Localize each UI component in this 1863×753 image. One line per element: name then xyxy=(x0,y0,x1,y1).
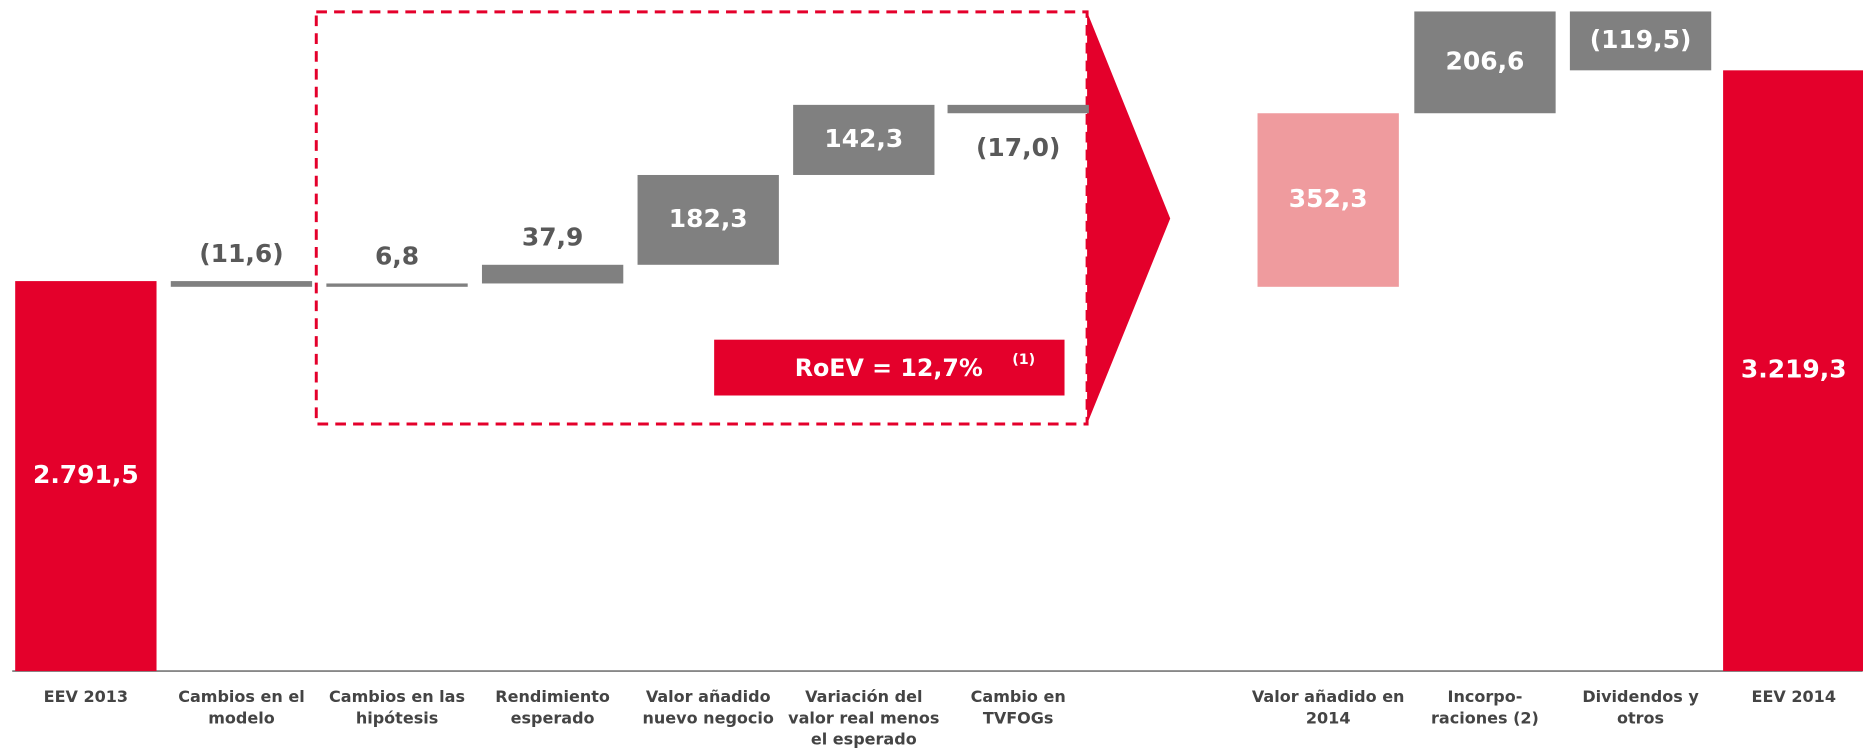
x-tick-label: valor real menos xyxy=(788,708,939,727)
x-tick-label: Valor añadido en xyxy=(1252,687,1405,706)
x-tick-label: Dividendos y xyxy=(1582,687,1699,706)
x-tick-label: Valor añadido xyxy=(646,687,771,706)
value-label: (119,5) xyxy=(1590,25,1692,54)
x-tick-label: EEV 2013 xyxy=(44,687,128,706)
annotation-note: (1) xyxy=(1012,352,1035,368)
x-tick-label: el esperado xyxy=(811,730,917,749)
x-tick-label: Rendimiento xyxy=(495,687,610,706)
value-label: 182,3 xyxy=(669,204,748,233)
bar xyxy=(1723,70,1863,672)
value-label: 352,3 xyxy=(1289,184,1368,213)
x-tick-label: esperado xyxy=(511,708,595,727)
value-label: 37,9 xyxy=(522,223,584,252)
value-label: (17,0) xyxy=(976,133,1060,162)
bar xyxy=(793,104,935,175)
x-tick-label: nuevo negocio xyxy=(643,708,774,727)
x-tick-label: raciones (2) xyxy=(1431,708,1539,727)
bar xyxy=(326,283,468,287)
bar xyxy=(947,104,1089,114)
x-tick-label: modelo xyxy=(208,708,275,727)
x-tick-label: Incorpo- xyxy=(1448,687,1523,706)
x-tick-label: Cambio en xyxy=(971,687,1066,706)
bar xyxy=(1569,11,1712,71)
x-tick-label: Cambios en el xyxy=(178,687,305,706)
bar xyxy=(637,174,779,265)
value-label: 2.791,5 xyxy=(33,460,139,489)
value-label: 6,8 xyxy=(375,241,419,270)
bar xyxy=(170,281,313,287)
value-label: 142,3 xyxy=(824,124,903,153)
bar xyxy=(1257,113,1399,287)
x-tick-label: 2014 xyxy=(1306,708,1351,727)
bar xyxy=(1414,11,1556,114)
chevron xyxy=(1087,11,1171,425)
x-tick-label: otros xyxy=(1617,708,1664,727)
annotation-box xyxy=(714,339,1065,396)
bar xyxy=(15,281,157,672)
annotation: RoEV = 12,7% xyxy=(795,354,983,382)
group-frame xyxy=(314,10,1089,426)
x-tick-label: EEV 2014 xyxy=(1752,687,1836,706)
value-label: 3.219,3 xyxy=(1741,355,1847,384)
bar xyxy=(481,264,624,284)
x-tick-label: TVFOGs xyxy=(983,708,1054,727)
x-tick-label: Cambios en las xyxy=(329,687,465,706)
value-label: 206,6 xyxy=(1446,46,1525,75)
x-tick-label: Variación del xyxy=(805,687,922,706)
x-tick-label: hipótesis xyxy=(356,708,438,727)
value-label: (11,6) xyxy=(199,239,283,268)
